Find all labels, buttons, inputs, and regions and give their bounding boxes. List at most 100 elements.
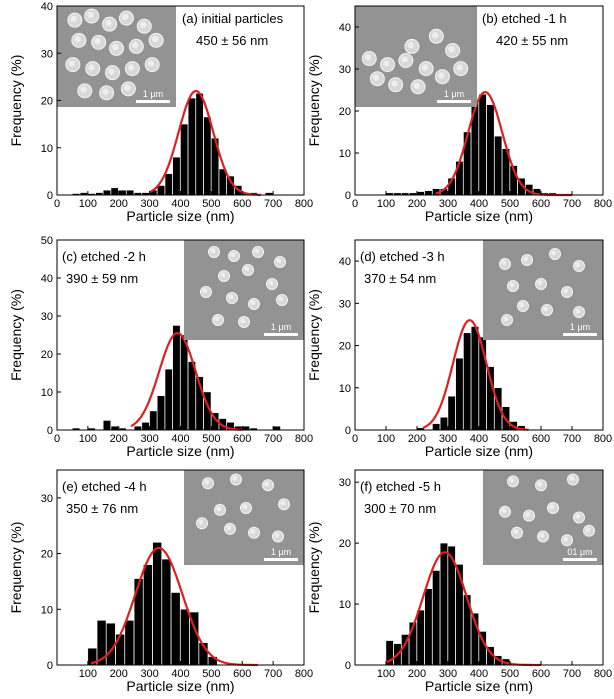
panel-mean-size: 420 ± 55 nm bbox=[496, 33, 568, 48]
y-tick-label: 30 bbox=[339, 298, 351, 310]
y-tick-label: 30 bbox=[41, 493, 53, 505]
x-tick-label: 400 bbox=[171, 433, 189, 445]
x-tick-label: 300 bbox=[439, 433, 457, 445]
histogram-bar bbox=[164, 173, 173, 196]
x-tick-label: 200 bbox=[110, 198, 128, 210]
histogram-bar bbox=[416, 191, 425, 196]
x-tick-label: 400 bbox=[171, 198, 189, 210]
histogram-bar bbox=[126, 190, 134, 196]
scale-bar-label: 1 μm bbox=[271, 322, 291, 332]
panel-mean-size: 390 ± 59 nm bbox=[66, 271, 138, 286]
x-tick-label: 100 bbox=[377, 433, 395, 445]
x-axis-label: Particle size (nm) bbox=[425, 678, 533, 694]
x-tick-label: 400 bbox=[470, 198, 488, 210]
sem-inset-image: 1 μm bbox=[57, 6, 176, 107]
histogram-bar bbox=[242, 426, 250, 431]
x-tick-label: 400 bbox=[470, 668, 488, 680]
histogram-bar bbox=[157, 395, 165, 431]
sem-inset-image: 1 μm bbox=[184, 470, 304, 565]
histogram-bar bbox=[171, 592, 181, 666]
chart-panel-1: 1 μm 0 100 200 300 400 500 600 700 800 0 10 20 30 40 Pa… bbox=[8, 1, 313, 224]
y-tick-label: 30 bbox=[339, 64, 351, 76]
x-tick-label: 300 bbox=[140, 198, 158, 210]
panel-title: (f) etched -5 h bbox=[360, 479, 441, 494]
y-tick-label: 10 bbox=[339, 599, 351, 611]
x-tick-label: 700 bbox=[563, 198, 581, 210]
x-tick-label: 400 bbox=[171, 668, 189, 680]
x-tick-label: 200 bbox=[110, 668, 128, 680]
histogram-bar bbox=[424, 588, 433, 666]
y-tick-label: 20 bbox=[41, 96, 53, 108]
y-tick-label: 20 bbox=[339, 341, 351, 353]
x-tick-label: 700 bbox=[264, 668, 282, 680]
scale-bar bbox=[264, 558, 298, 561]
histogram-bar bbox=[172, 156, 181, 196]
x-axis-label: Particle size (nm) bbox=[126, 208, 234, 224]
histogram-bar bbox=[203, 116, 212, 196]
x-tick-label: 500 bbox=[202, 433, 220, 445]
x-tick-label: 500 bbox=[501, 433, 519, 445]
scale-bar-label: 1 μm bbox=[143, 89, 163, 99]
panel-mean-size: 300 ± 70 nm bbox=[364, 501, 436, 516]
histogram-bar bbox=[494, 135, 503, 196]
y-tick-label: 40 bbox=[339, 256, 351, 268]
histogram-bar bbox=[133, 426, 142, 431]
histogram-bar bbox=[424, 190, 433, 196]
gaussian-fit-curve bbox=[422, 319, 529, 431]
scale-bar bbox=[136, 100, 170, 103]
y-tick-label: 40 bbox=[41, 1, 53, 13]
sem-inset-image: 1 μm bbox=[184, 240, 304, 340]
y-axis-label: Frequency (%) bbox=[8, 522, 24, 614]
x-tick-label: 600 bbox=[233, 433, 251, 445]
sem-inset-image: 01 μm bbox=[483, 470, 603, 565]
scale-bar-label: 1 μm bbox=[570, 322, 590, 332]
chart-panel-2: 1 μm 0 100 200 300 400 500 600 700 800 0 10 20 30 40 Pa… bbox=[306, 5, 612, 224]
y-tick-label: 20 bbox=[339, 106, 351, 118]
x-tick-label: 600 bbox=[532, 198, 550, 210]
panel-title: (b) etched -1 h bbox=[482, 11, 567, 26]
y-tick-label: 0 bbox=[345, 660, 351, 672]
histogram-bar bbox=[463, 332, 472, 431]
y-tick-label: 20 bbox=[41, 549, 53, 561]
histogram-bar bbox=[161, 558, 172, 666]
y-tick-label: 40 bbox=[339, 22, 351, 34]
y-tick-label: 0 bbox=[47, 660, 53, 672]
y-tick-label: 0 bbox=[47, 190, 53, 202]
gaussian-fit-curve bbox=[90, 546, 258, 667]
chart-panel-3: 1 μm 0 100 200 300 400 500 600 700 800 0 10 20 30 40 50… bbox=[8, 235, 313, 459]
y-tick-label: 0 bbox=[345, 425, 351, 437]
panel-mean-size: 450 ± 56 nm bbox=[196, 33, 268, 48]
y-tick-label: 20 bbox=[339, 538, 351, 550]
x-tick-label: 500 bbox=[202, 198, 220, 210]
chart-panel-4: 1 μm 0 100 200 300 400 500 600 700 800 0 10 20 30 40 Pa… bbox=[306, 239, 612, 459]
x-tick-label: 100 bbox=[377, 198, 395, 210]
x-tick-label: 700 bbox=[563, 668, 581, 680]
x-tick-label: 800 bbox=[594, 668, 612, 680]
x-tick-label: 100 bbox=[79, 433, 97, 445]
y-tick-label: 10 bbox=[41, 387, 53, 399]
x-tick-label: 700 bbox=[563, 433, 581, 445]
histogram-bar bbox=[180, 123, 189, 196]
panel-title: (c) etched -2 h bbox=[62, 249, 146, 264]
x-axis-label: Particle size (nm) bbox=[126, 443, 234, 459]
scale-bar bbox=[437, 100, 471, 103]
y-tick-label: 10 bbox=[41, 604, 53, 616]
histogram-bar bbox=[432, 423, 441, 431]
x-tick-label: 200 bbox=[408, 198, 426, 210]
scale-bar bbox=[563, 333, 597, 336]
panel-title: (d) etched -3 h bbox=[360, 249, 445, 264]
x-tick-label: 100 bbox=[377, 668, 395, 680]
sem-inset-image: 1 μm bbox=[483, 240, 603, 340]
gaussian-fit-curve bbox=[130, 331, 243, 431]
x-tick-label: 600 bbox=[532, 668, 550, 680]
histogram-bar bbox=[455, 358, 464, 431]
histogram-bar bbox=[103, 420, 111, 431]
y-tick-label: 30 bbox=[41, 311, 53, 323]
x-tick-label: 700 bbox=[264, 198, 282, 210]
chart-panel-6: 01 μm 100 200 300 400 500 600 700 800 0 10 20 30 Part… bbox=[306, 469, 612, 694]
histogram-bar bbox=[180, 609, 190, 666]
y-tick-label: 0 bbox=[47, 425, 53, 437]
y-tick-label: 0 bbox=[345, 190, 351, 202]
y-tick-label: 50 bbox=[41, 235, 53, 247]
histogram-bar bbox=[447, 396, 456, 431]
